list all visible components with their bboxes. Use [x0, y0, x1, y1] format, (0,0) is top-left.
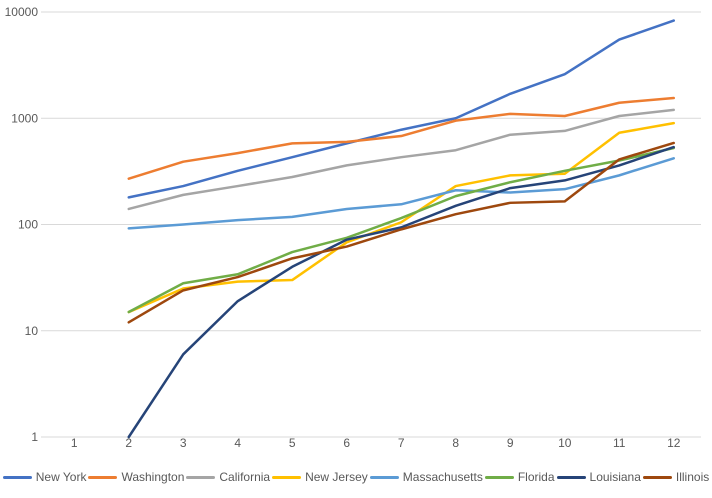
- legend-swatch-louisiana: [556, 475, 586, 479]
- series-line-new-york: [127, 19, 675, 199]
- legend-swatch-massachusetts: [369, 475, 399, 479]
- legend-swatch-illinois: [642, 475, 672, 479]
- x-axis-label: 9: [507, 436, 514, 450]
- x-axis-label: 3: [180, 436, 187, 450]
- legend-label-new-york: New York: [35, 470, 87, 484]
- legend-swatch-new-jersey: [272, 475, 302, 479]
- x-axis-label: 10: [558, 436, 572, 450]
- series-line-florida: [127, 146, 675, 314]
- y-axis-label: 1000: [11, 111, 38, 125]
- legend-swatch-washington: [88, 475, 118, 479]
- series-line-new-jersey: [127, 121, 675, 314]
- y-axis-label: 1: [31, 430, 38, 444]
- legend-item-new-york: New York: [2, 470, 87, 484]
- series-line-louisiana: [127, 145, 675, 439]
- x-axis-label: 7: [398, 436, 405, 450]
- legend-swatch-new-york: [2, 475, 32, 479]
- legend-item-florida: Florida: [484, 470, 555, 484]
- legend-item-washington: Washington: [88, 470, 184, 484]
- x-axis-label: 8: [452, 436, 459, 450]
- legend-label-massachusetts: Massachusetts: [402, 470, 483, 484]
- legend-item-massachusetts: Massachusetts: [369, 470, 483, 484]
- x-axis-label: 5: [289, 436, 296, 450]
- x-axis-label: 4: [234, 436, 241, 450]
- legend-label-illinois: Illinois: [675, 470, 710, 484]
- x-axis-label: 1: [71, 436, 78, 450]
- legend-item-new-jersey: New Jersey: [272, 470, 368, 484]
- legend-swatch-california: [186, 475, 216, 479]
- legend-label-florida: Florida: [517, 470, 555, 484]
- series-line-california: [127, 108, 675, 211]
- x-axis-label: 2: [125, 436, 132, 450]
- legend-label-new-jersey: New Jersey: [305, 470, 368, 484]
- y-axis-label: 100: [18, 218, 38, 232]
- y-axis-label: 10: [25, 324, 39, 338]
- legend-label-louisiana: Louisiana: [589, 470, 641, 484]
- legend-item-california: California: [186, 470, 270, 484]
- x-axis-label: 11: [613, 436, 626, 450]
- legend-swatch-florida: [484, 475, 514, 479]
- series-line-washington: [127, 96, 675, 180]
- legend-item-louisiana: Louisiana: [556, 470, 641, 484]
- legend-item-illinois: Illinois: [642, 470, 710, 484]
- x-axis-label: 6: [343, 436, 350, 450]
- chart-legend: New York Washington California New Jersey Ma…: [0, 470, 712, 484]
- legend-label-california: California: [219, 470, 271, 484]
- y-axis-label: 10000: [5, 5, 39, 19]
- legend-label-washington: Washington: [121, 470, 185, 484]
- series-line-illinois: [127, 141, 675, 324]
- series-line-massachusetts: [127, 157, 675, 230]
- x-axis-label: 12: [667, 436, 681, 450]
